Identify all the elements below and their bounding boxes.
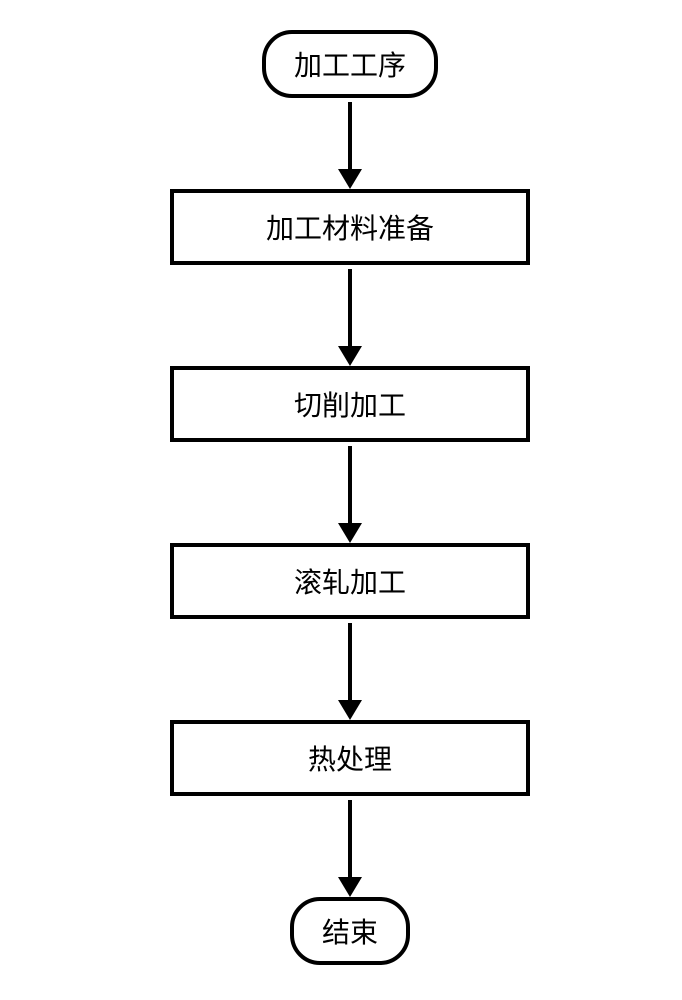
process-cutting: 切削加工 (170, 366, 530, 442)
arrow-head-icon (338, 877, 362, 897)
arrow-line (348, 269, 352, 347)
arrow-head-icon (338, 700, 362, 720)
terminal-start: 加工工序 (262, 30, 438, 98)
arrow-line (348, 623, 352, 701)
arrow-step4-end (338, 800, 362, 897)
arrow-start-step1 (338, 102, 362, 189)
arrow-line (348, 800, 352, 878)
arrow-head-icon (338, 523, 362, 543)
arrow-line (348, 446, 352, 524)
arrow-head-icon (338, 346, 362, 366)
process-heat-treatment: 热处理 (170, 720, 530, 796)
process-rolling: 滚轧加工 (170, 543, 530, 619)
arrow-step3-step4 (338, 623, 362, 720)
arrow-head-icon (338, 169, 362, 189)
terminal-end: 结束 (290, 897, 410, 965)
arrow-step2-step3 (338, 446, 362, 543)
flowchart-container: 加工工序 加工材料准备 切削加工 滚轧加工 热处理 结束 (170, 30, 530, 965)
arrow-step1-step2 (338, 269, 362, 366)
arrow-line (348, 102, 352, 170)
process-material-prep: 加工材料准备 (170, 189, 530, 265)
